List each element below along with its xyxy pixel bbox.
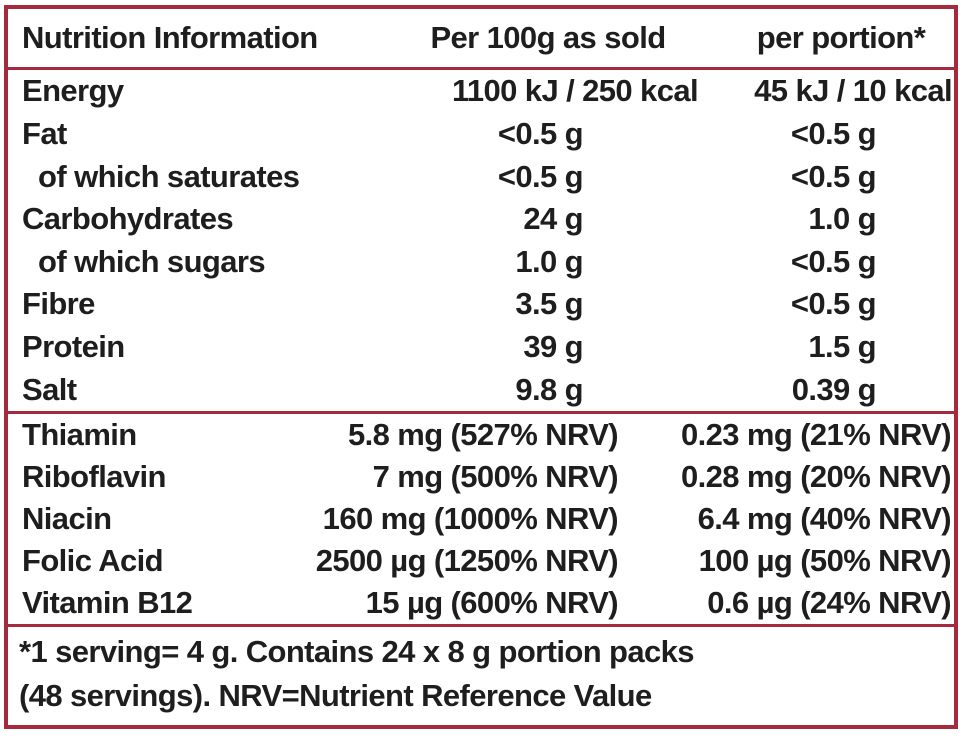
per-100g-column-header: Per 100g as sold: [430, 20, 666, 55]
nutrient-label: of which saturates: [38, 158, 300, 194]
vitamin-label: Folic Acid: [22, 543, 164, 578]
row-fibre: Fibre 3.5 g <0.5 g: [8, 283, 954, 326]
nutrient-label: Fibre: [22, 286, 95, 322]
per-portion-column-header: per portion*: [756, 20, 926, 55]
vitamin-label: Riboflavin: [22, 459, 166, 494]
portion-value: 0.28 mg (20% NRV): [680, 459, 952, 494]
portion-value: 45 kJ / 10 kcal: [754, 73, 952, 109]
portion-value: <0.5 g: [790, 115, 877, 151]
row-protein: Protein 39 g 1.5 g: [8, 326, 954, 369]
footnote: *1 serving= 4 g. Contains 24 x 8 g porti…: [8, 627, 954, 725]
portion-value: <0.5 g: [790, 286, 877, 322]
per100-value: <0.5 g: [497, 158, 584, 194]
row-folic-acid: Folic Acid 2500 µg (1250% NRV) 100 µg (5…: [8, 540, 954, 582]
portion-value: 0.23 mg (21% NRV): [680, 417, 952, 452]
vitamin-label: Vitamin B12: [22, 585, 193, 620]
footnote-line-1: *1 serving= 4 g. Contains 24 x 8 g porti…: [19, 634, 695, 669]
vitamin-label: Thiamin: [22, 417, 137, 452]
per100-value: 5.8 mg (527% NRV): [347, 417, 619, 452]
portion-value: 100 µg (50% NRV): [698, 543, 952, 578]
row-riboflavin: Riboflavin 7 mg (500% NRV) 0.28 mg (20% …: [8, 456, 954, 498]
per100-value: 2500 µg (1250% NRV): [315, 543, 619, 578]
nutrition-table: Nutrition Information Per 100g as sold p…: [4, 5, 958, 729]
per100-value: 1100 kJ / 250 kcal: [451, 73, 699, 109]
per100-value: 39 g: [523, 329, 583, 365]
portion-value: 1.5 g: [808, 329, 876, 365]
row-vitamin-b12: Vitamin B12 15 µg (600% NRV) 0.6 µg (24%…: [8, 582, 954, 624]
per100-value: 1.0 g: [515, 243, 583, 279]
row-thiamin: Thiamin 5.8 mg (527% NRV) 0.23 mg (21% N…: [8, 414, 954, 456]
table-title: Nutrition Information: [22, 20, 318, 55]
row-salt: Salt 9.8 g 0.39 g: [8, 368, 954, 411]
row-niacin: Niacin 160 mg (1000% NRV) 6.4 mg (40% NR…: [8, 498, 954, 540]
portion-value: 0.6 µg (24% NRV): [707, 585, 951, 620]
nutrient-label: Salt: [22, 371, 77, 407]
vitamin-label: Niacin: [22, 501, 112, 536]
per100-value: 9.8 g: [515, 371, 583, 407]
nutrient-label: Carbohydrates: [22, 201, 234, 237]
nutrient-label: Protein: [22, 329, 125, 365]
row-saturates: of which saturates <0.5 g <0.5 g: [8, 155, 954, 198]
per100-value: 15 µg (600% NRV): [365, 585, 619, 620]
header-divider-line: [8, 67, 954, 70]
row-sugars: of which sugars 1.0 g <0.5 g: [8, 241, 954, 284]
nutrient-section: Energy 1100 kJ / 250 kcal 45 kJ / 10 kca…: [8, 70, 954, 411]
nutrient-label: Energy: [22, 73, 124, 109]
nutrient-label: Fat: [22, 115, 67, 151]
header-row: Nutrition Information Per 100g as sold p…: [8, 9, 954, 67]
portion-value: <0.5 g: [790, 243, 877, 279]
row-fat: Fat <0.5 g <0.5 g: [8, 113, 954, 156]
per100-value: 160 mg (1000% NRV): [322, 501, 619, 536]
vitamin-divider-line: [8, 411, 954, 414]
footnote-line-2: (48 servings). NRV=Nutrient Reference Va…: [19, 678, 652, 713]
per100-value: <0.5 g: [497, 115, 584, 151]
vitamin-section: Thiamin 5.8 mg (527% NRV) 0.23 mg (21% N…: [8, 414, 954, 624]
row-energy: Energy 1100 kJ / 250 kcal 45 kJ / 10 kca…: [8, 70, 954, 113]
per100-value: 7 mg (500% NRV): [372, 459, 619, 494]
nutrient-label: of which sugars: [38, 243, 266, 279]
per100-value: 3.5 g: [515, 286, 583, 322]
portion-value: <0.5 g: [790, 158, 877, 194]
portion-value: 0.39 g: [791, 371, 877, 407]
row-carbohydrates: Carbohydrates 24 g 1.0 g: [8, 198, 954, 241]
portion-value: 1.0 g: [808, 201, 876, 237]
per100-value: 24 g: [523, 201, 583, 237]
footnote-divider-line: [8, 624, 954, 627]
portion-value: 6.4 mg (40% NRV): [697, 501, 952, 536]
